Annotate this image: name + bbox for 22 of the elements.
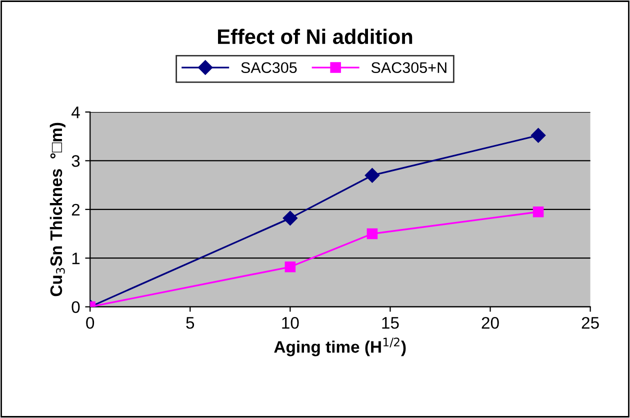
y-tick-label: 1: [72, 252, 80, 264]
x-axis-title: Aging time (H$^{1/2}$): [274, 338, 406, 356]
x-tick-label: 0: [86, 316, 94, 329]
point: [284, 262, 296, 272]
point: [532, 206, 544, 218]
x-tick-label: 10: [282, 316, 299, 329]
y-tick-label: 2: [72, 204, 80, 216]
x-tick-label: 20: [482, 316, 499, 329]
y-tick-label: 3: [72, 155, 80, 167]
chart-title: Effect of Ni addition: [218, 28, 412, 44]
x-tick-label: 5: [186, 317, 194, 329]
x-tick-label: 15: [382, 317, 399, 329]
y-tick-label: 4: [71, 106, 80, 118]
legend-label: SAC305: [241, 62, 297, 74]
x-tick-label: 25: [582, 316, 599, 329]
point: [364, 168, 380, 183]
y-tick-label: 0: [72, 301, 80, 314]
y-axis-title: Cu$_{3}$Sn Thicknes °□m): [50, 122, 66, 296]
point: [530, 128, 546, 143]
legend-label: SAC305+N: [371, 62, 446, 74]
point: [366, 228, 378, 240]
point: [282, 210, 298, 226]
